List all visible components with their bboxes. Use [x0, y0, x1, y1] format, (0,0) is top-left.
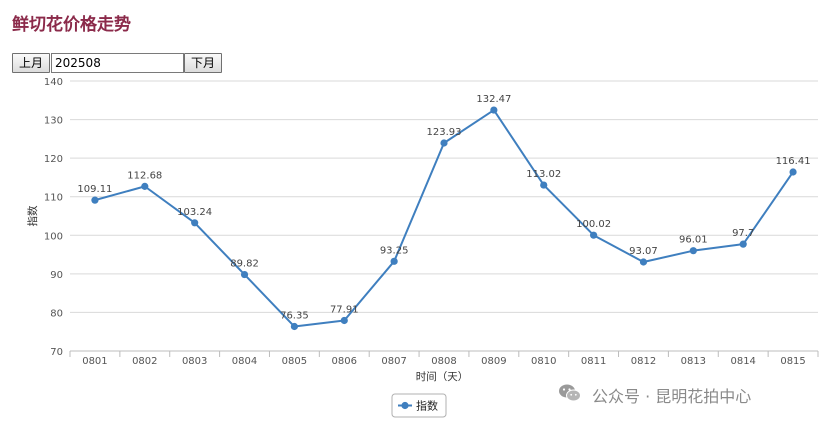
data-label: 77.91: [330, 304, 359, 315]
y-tick-label: 120: [44, 154, 63, 165]
data-label: 93.25: [380, 245, 409, 256]
y-tick-label: 90: [50, 270, 63, 281]
legend-label: 指数: [416, 399, 438, 413]
data-point: [689, 247, 697, 255]
x-tick-label: 0810: [531, 356, 556, 367]
y-tick-label: 70: [50, 347, 63, 358]
x-tick-label: 0808: [431, 356, 456, 367]
data-point: [540, 181, 548, 189]
legend-box: [391, 393, 447, 418]
data-point: [340, 316, 348, 325]
data-label: 113.02: [526, 169, 561, 180]
y-tick-label: 140: [44, 77, 63, 88]
x-tick-label: 0801: [82, 356, 107, 367]
x-tick-label: 0809: [481, 356, 506, 367]
x-tick-label: 0803: [182, 356, 207, 367]
y-tick-label: 110: [44, 193, 63, 204]
data-point: [191, 219, 199, 227]
month-selector: 上月 下月: [12, 53, 223, 73]
y-tick-label: 130: [44, 116, 63, 127]
next-month-button[interactable]: 下月: [184, 53, 223, 73]
y-axis-title: 指数: [26, 205, 39, 226]
legend-marker: [401, 401, 409, 410]
x-tick-label: 0813: [681, 356, 706, 367]
data-label: 116.41: [776, 156, 811, 167]
prev-month-button[interactable]: 上月: [12, 53, 51, 73]
data-point: [440, 139, 448, 147]
watermark: 公众号 · 昆明花拍中心: [558, 383, 751, 407]
y-tick-label: 80: [50, 308, 63, 319]
data-label: 112.68: [127, 170, 162, 181]
data-point: [141, 182, 149, 190]
x-tick-label: 0811: [581, 356, 606, 367]
x-tick-label: 0806: [332, 356, 357, 367]
x-axis-title: 时间（天）: [416, 370, 469, 383]
x-tick-label: 0802: [132, 356, 157, 367]
data-label: 97.7: [732, 228, 754, 239]
data-label: 89.82: [230, 259, 259, 270]
data-label: 123.93: [427, 127, 462, 138]
data-label: 109.11: [77, 184, 112, 195]
data-point: [390, 257, 398, 265]
x-tick-label: 0814: [730, 356, 755, 367]
data-label: 96.01: [679, 235, 708, 246]
page-title: 鲜切花价格走势: [12, 15, 131, 35]
data-label: 100.02: [576, 219, 611, 230]
data-point: [490, 106, 498, 114]
data-label: 103.24: [177, 207, 212, 218]
data-point: [789, 168, 797, 176]
data-label: 76.35: [280, 311, 309, 322]
x-tick-label: 0805: [282, 356, 307, 367]
data-point: [739, 240, 747, 248]
data-label: 93.07: [629, 246, 658, 257]
month-input[interactable]: [51, 53, 185, 73]
x-tick-label: 0804: [232, 356, 257, 367]
data-point: [590, 231, 598, 239]
data-label: 132.47: [476, 94, 511, 105]
data-point: [290, 322, 298, 331]
wechat-icon: [558, 383, 582, 407]
watermark-text: 公众号 · 昆明花拍中心: [592, 387, 752, 406]
x-tick-label: 0807: [381, 356, 406, 367]
data-point: [240, 270, 249, 279]
y-tick-label: 100: [44, 231, 63, 242]
x-tick-label: 0812: [631, 356, 656, 367]
x-tick-label: 0815: [780, 356, 805, 367]
data-point: [91, 196, 99, 204]
data-point: [639, 258, 648, 266]
